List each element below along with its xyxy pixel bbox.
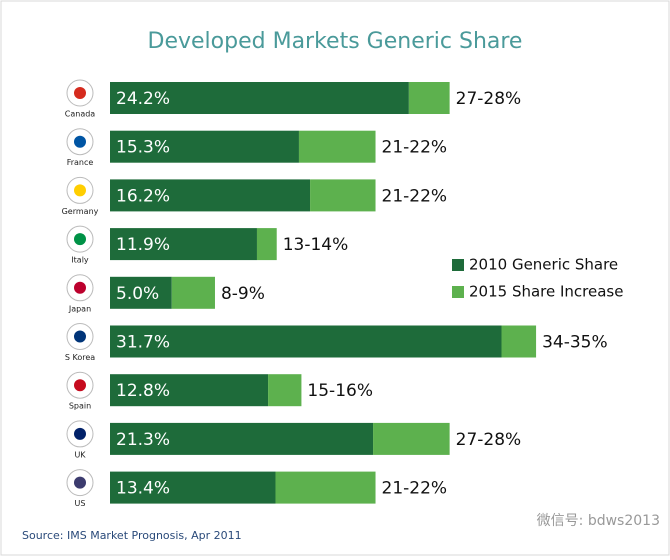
flag-emblem (74, 184, 86, 197)
value-label: 31.7% (116, 333, 170, 353)
flag-emblem (74, 135, 86, 148)
source: Source: IMS Market Prognosis, Apr 2011 (22, 529, 242, 542)
bar-segment (373, 422, 450, 455)
bar-segment (110, 130, 299, 163)
flag-emblem (74, 87, 86, 99)
bar-segment (110, 82, 409, 114)
flag-emblem (74, 281, 86, 294)
value-label: 21.3% (116, 430, 170, 450)
total-label: 8-9% (221, 284, 265, 304)
watermark: 微信号: bdws2013 (537, 513, 660, 529)
flag-emblem (74, 476, 86, 489)
bar-segment (110, 422, 374, 455)
total-label: 27-28% (456, 430, 522, 450)
total-label: 34-35% (542, 333, 608, 353)
legend-swatch (452, 286, 464, 298)
value-label: 13.4% (116, 479, 170, 499)
total-label: 27-28% (456, 89, 522, 109)
value-label: 15.3% (116, 138, 170, 158)
category-label: Spain (69, 402, 91, 411)
bar-segment (408, 82, 450, 114)
value-label: 11.9% (116, 235, 170, 255)
total-label: 21-22% (382, 138, 448, 158)
value-label: 5.0% (116, 284, 159, 304)
bar-segment (501, 325, 537, 358)
value-label: 12.8% (116, 381, 170, 401)
flag-emblem (74, 233, 86, 246)
legend-label: 2015 Share Increase (469, 283, 623, 301)
total-label: 21-22% (382, 186, 448, 206)
flag-emblem (74, 379, 86, 392)
value-label: 16.2% (116, 186, 170, 206)
category-label: UK (74, 450, 86, 459)
bar-segment (256, 228, 277, 261)
legend-swatch (452, 259, 464, 271)
total-label: 13-14% (283, 235, 349, 255)
bar-segment (110, 179, 311, 212)
value-label: 24.2% (116, 89, 170, 109)
bar-segment (110, 276, 172, 309)
category-label: Italy (71, 256, 89, 265)
total-label: 21-22% (382, 479, 448, 499)
bar-segment (310, 179, 376, 212)
bar-segment (275, 471, 376, 504)
category-label: Canada (65, 110, 96, 119)
flag-emblem (74, 330, 86, 343)
bar-segment (110, 471, 276, 504)
bar-segment (171, 276, 215, 309)
category-label: Japan (68, 304, 91, 313)
bar-segment (298, 130, 376, 163)
flag-emblem (74, 427, 86, 440)
legend-label: 2010 Generic Share (469, 256, 618, 274)
category-label: US (75, 499, 86, 508)
bar-segment (110, 374, 269, 407)
category-label: S Korea (65, 353, 95, 362)
bar-segment (110, 228, 257, 261)
category-label: France (67, 158, 94, 167)
category-label: Germany (62, 207, 99, 216)
total-label: 15-16% (307, 381, 373, 401)
bar-segment (268, 374, 302, 407)
bar-segment (110, 325, 502, 358)
chart-title: Developed Markets Generic Share (148, 29, 523, 54)
